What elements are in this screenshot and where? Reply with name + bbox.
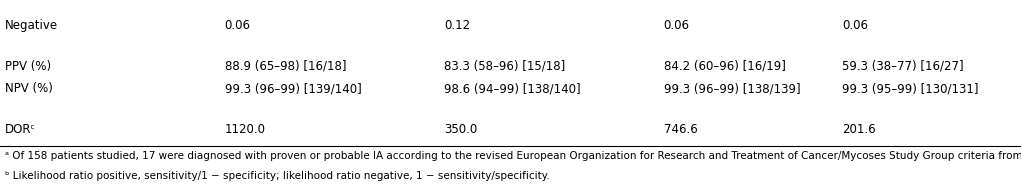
Text: DORᶜ: DORᶜ [5, 123, 36, 137]
Text: 99.3 (95–99) [130/131]: 99.3 (95–99) [130/131] [842, 82, 979, 95]
Text: 99.3 (96–99) [138/139]: 99.3 (96–99) [138/139] [664, 82, 800, 95]
Text: 746.6: 746.6 [664, 123, 697, 137]
Text: 201.6: 201.6 [842, 123, 876, 137]
Text: 98.6 (94–99) [138/140]: 98.6 (94–99) [138/140] [444, 82, 581, 95]
Text: 99.3 (96–99) [139/140]: 99.3 (96–99) [139/140] [225, 82, 361, 95]
Text: 83.3 (58–96) [15/18]: 83.3 (58–96) [15/18] [444, 60, 566, 73]
Text: Negative: Negative [5, 19, 58, 32]
Text: 0.06: 0.06 [842, 19, 868, 32]
Text: 1120.0: 1120.0 [225, 123, 265, 137]
Text: 59.3 (38–77) [16/27]: 59.3 (38–77) [16/27] [842, 60, 964, 73]
Text: ᵇ Likelihood ratio positive, sensitivity/1 − specificity; likelihood ratio negat: ᵇ Likelihood ratio positive, sensitivity… [5, 171, 550, 181]
Text: 0.06: 0.06 [225, 19, 250, 32]
Text: 88.9 (65–98) [16/18]: 88.9 (65–98) [16/18] [225, 60, 346, 73]
Text: 350.0: 350.0 [444, 123, 478, 137]
Text: 84.2 (60–96) [16/19]: 84.2 (60–96) [16/19] [664, 60, 785, 73]
Text: 0.12: 0.12 [444, 19, 471, 32]
Text: PPV (%): PPV (%) [5, 60, 51, 73]
Text: 0.06: 0.06 [664, 19, 689, 32]
Text: NPV (%): NPV (%) [5, 82, 53, 95]
Text: ᵃ Of 158 patients studied, 17 were diagnosed with proven or probable IA accordin: ᵃ Of 158 patients studied, 17 were diagn… [5, 151, 1021, 161]
